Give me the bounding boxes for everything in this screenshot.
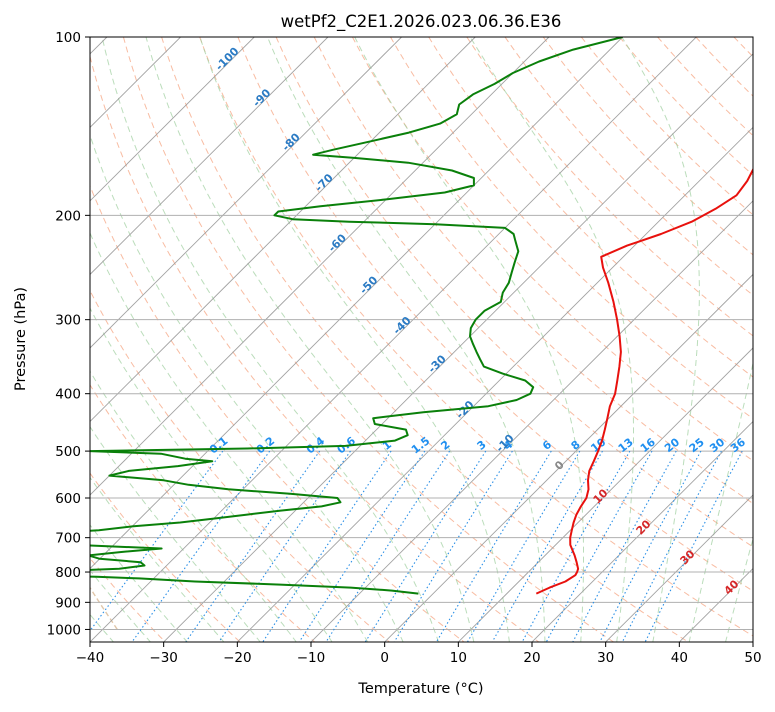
- mixing-ratio-label: 13: [616, 436, 636, 456]
- mixing-ratio-line: [622, 451, 721, 642]
- mixing-ratio-label: 16: [638, 435, 658, 455]
- mixing-ratio-label: 20: [662, 435, 682, 455]
- mixing-ratio-label: 3: [475, 438, 489, 453]
- dry-adiabat-label: -50: [357, 273, 380, 296]
- mixing-ratio-label: 0.4: [304, 434, 328, 456]
- moist-adiabat-line: [470, 37, 633, 643]
- mixing-ratio-label: 25: [687, 436, 707, 456]
- moist-adiabat-line: [725, 37, 775, 643]
- y-tick-label: 300: [55, 313, 81, 329]
- dry-adiabat-line: [391, 37, 775, 643]
- x-tick-label: 30: [597, 650, 614, 666]
- y-tick-label: 700: [55, 531, 81, 547]
- x-tick-label: 0: [380, 650, 389, 666]
- dry-adiabat-line: [238, 37, 775, 643]
- moist-adiabat-line: [762, 37, 775, 643]
- mixing-ratio-line: [546, 451, 652, 642]
- x-tick-label: 50: [744, 650, 761, 666]
- y-tick-label: 500: [55, 444, 81, 460]
- dry-adiabat-label: -40: [390, 314, 413, 337]
- isotherm-line: [0, 37, 328, 642]
- mixing-ratio-label: 30: [707, 435, 727, 455]
- x-tick-label: 40: [671, 650, 688, 666]
- dry-adiabat-label: -70: [312, 171, 335, 194]
- mixing-ratio-line: [436, 451, 551, 642]
- isotherm-line: [90, 37, 697, 642]
- mixing-ratio-label: 0.1: [207, 434, 230, 456]
- isotherm-line: [0, 37, 475, 642]
- isotherm-line: [458, 37, 775, 642]
- mixing-ratio-label: 36: [728, 435, 748, 455]
- dry-adiabat-line: [352, 37, 775, 643]
- isotherm-line: [679, 37, 775, 642]
- dry-adiabat-line: [658, 37, 775, 643]
- dry-adiabat-line: [9, 37, 390, 643]
- mixing-ratio-line: [219, 451, 351, 642]
- mixing-ratio-line: [600, 451, 701, 642]
- y-tick-label: 400: [55, 387, 81, 403]
- x-tick-label: −20: [223, 650, 252, 666]
- isotherm-line: [0, 37, 402, 642]
- y-tick-label: 600: [55, 491, 81, 507]
- mixing-ratio-label: 6: [540, 438, 554, 453]
- isotherm-line: [163, 37, 770, 642]
- dry-adiabat-label: -90: [250, 86, 273, 109]
- moist-adiabat-label: 0: [552, 458, 567, 473]
- y-tick-label: 100: [55, 30, 81, 46]
- y-tick-label: 800: [55, 565, 81, 581]
- isotherm-line: [16, 37, 623, 642]
- dry-adiabat-line: [429, 37, 775, 643]
- chart-title: wetPf2_C2E1.2026.023.06.36.E36: [281, 12, 562, 32]
- temperature-profile-line: [536, 37, 775, 594]
- dry-adiabat-line: [581, 37, 775, 643]
- moist-adiabat-label: 30: [678, 547, 698, 567]
- mixing-ratio-line: [522, 451, 630, 642]
- y-axis-title: Pressure (hPa): [13, 287, 29, 391]
- dry-adiabat-line: [696, 37, 775, 643]
- dry-adiabat-label: -30: [426, 352, 449, 375]
- isotherm-line: [753, 37, 775, 642]
- mixing-ratio-line: [394, 451, 512, 642]
- mixing-ratio-line: [365, 451, 486, 642]
- x-tick-label: −10: [297, 650, 326, 666]
- isotherm-line: [237, 37, 775, 642]
- moist-adiabat-line: [6, 37, 333, 643]
- isotherm-line: [384, 37, 775, 642]
- dry-adiabat-label: -60: [326, 231, 349, 254]
- dry-adiabat-label: -100: [213, 44, 242, 73]
- dry-adiabat-line: [734, 37, 775, 643]
- dry-adiabat-line: [620, 37, 775, 643]
- x-tick-label: 10: [450, 650, 467, 666]
- y-tick-label: 900: [55, 595, 81, 611]
- mixing-ratio-label: 1.5: [409, 434, 432, 456]
- x-tick-label: 20: [523, 650, 540, 666]
- dry-adiabat-line: [0, 37, 315, 643]
- y-tick-label: 1000: [47, 622, 81, 638]
- mixing-ratio-label: 8: [569, 438, 583, 453]
- dry-adiabat-label: -80: [280, 130, 303, 153]
- isotherm-line: [532, 37, 775, 642]
- moist-adiabat-line: [34, 37, 368, 643]
- dry-adiabat-line: [467, 37, 775, 643]
- moist-adiabat-label: 40: [722, 577, 742, 597]
- moist-adiabat-label: 20: [634, 517, 654, 537]
- x-axis-title: Temperature (°C): [357, 681, 483, 697]
- dry-adiabat-line: [543, 37, 775, 643]
- x-tick-label: −30: [149, 650, 178, 666]
- dewpoint-profile-line: [3, 37, 623, 594]
- x-tick-label: −40: [76, 650, 105, 666]
- guide-curve: [0, 37, 58, 629]
- y-tick-label: 200: [55, 208, 81, 224]
- dry-adiabat-line: [505, 37, 775, 643]
